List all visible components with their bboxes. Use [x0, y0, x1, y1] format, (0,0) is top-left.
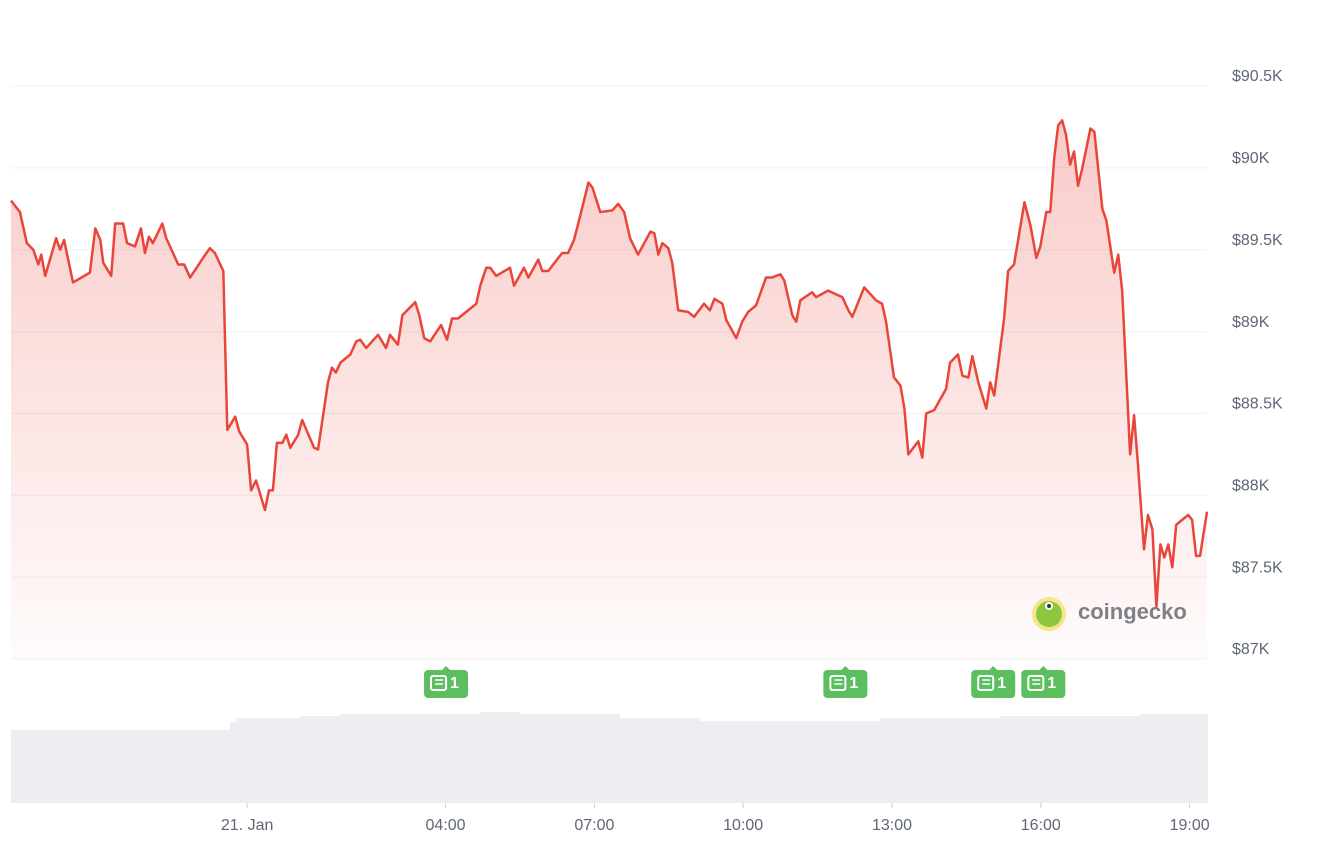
news-icon — [977, 675, 995, 691]
news-icon — [430, 675, 448, 691]
news-badge: 1 — [823, 666, 868, 698]
badge-count: 1 — [849, 675, 858, 692]
news-badge: 1 — [971, 666, 1016, 698]
x-tick-label: 19:00 — [1170, 817, 1210, 834]
watermark-text: coingecko — [1078, 599, 1187, 624]
price-line — [10, 119, 1209, 608]
badge-count: 1 — [450, 675, 459, 692]
y-tick-label: $87.5K — [1232, 559, 1283, 576]
y-tick-label: $88K — [1232, 478, 1270, 495]
y-tick-label: $90K — [1232, 150, 1270, 167]
x-tick-label: 04:00 — [426, 817, 466, 834]
watermark: coingecko — [1032, 597, 1187, 631]
news-badge: 1 — [1021, 666, 1066, 698]
news-badges: 1 1 1 1 — [424, 666, 1066, 698]
y-tick-label: $90.5K — [1232, 68, 1283, 85]
x-tick-label: 21. Jan — [221, 817, 273, 834]
y-tick-label: $87K — [1232, 641, 1270, 658]
badge-count: 1 — [997, 675, 1006, 692]
x-tick-label: 07:00 — [574, 817, 614, 834]
y-tick-label: $89K — [1232, 314, 1270, 331]
y-tick-label: $88.5K — [1232, 396, 1283, 413]
news-icon — [829, 675, 847, 691]
news-icon — [1027, 675, 1045, 691]
x-tick-label: 16:00 — [1021, 817, 1061, 834]
x-tick-label: 13:00 — [872, 817, 912, 834]
volume-bars — [11, 712, 1208, 803]
plot — [10, 119, 1209, 659]
badge-count: 1 — [1047, 675, 1056, 692]
x-tick-label: 10:00 — [723, 817, 763, 834]
y-tick-label: $89.5K — [1232, 232, 1283, 249]
area — [11, 120, 1207, 659]
news-badge: 1 — [424, 666, 469, 698]
